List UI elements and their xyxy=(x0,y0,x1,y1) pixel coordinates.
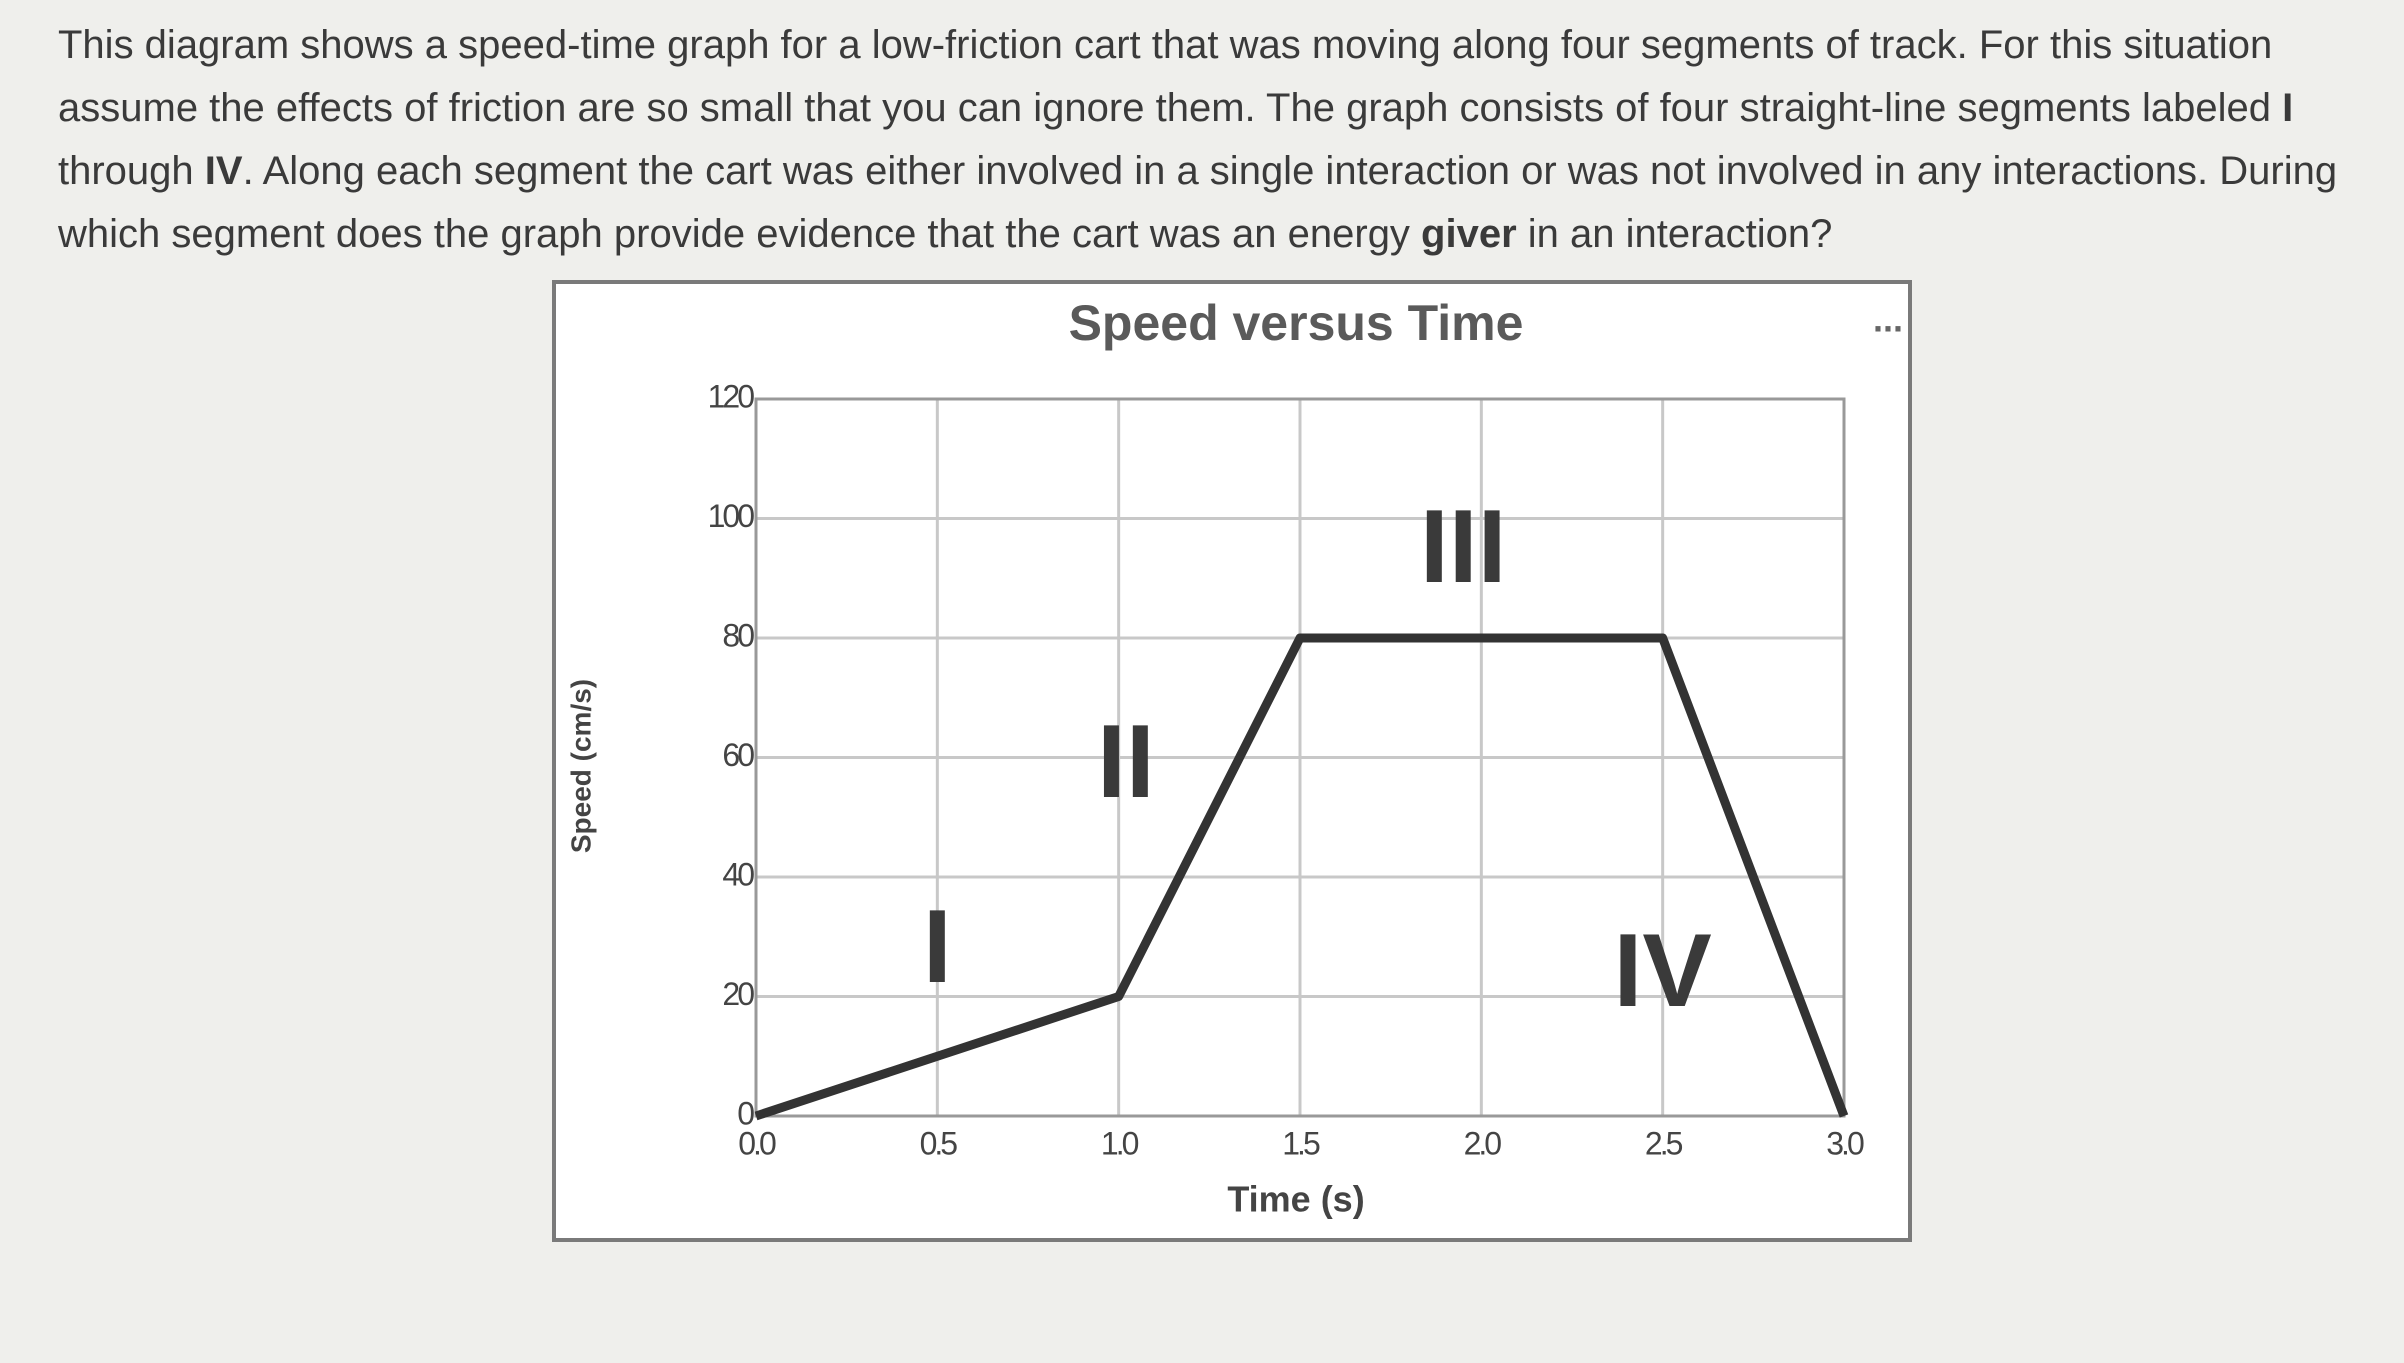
chart-frame xyxy=(552,280,1912,1242)
question-text: I xyxy=(2282,86,2294,130)
question-text: IV xyxy=(204,149,243,193)
question-text: This diagram shows a speed-time graph fo… xyxy=(58,23,2283,130)
question-text: . Along each segment the cart was either… xyxy=(58,149,2338,256)
segment-label: IV xyxy=(1614,913,1712,1029)
x-axis-label: Time (s) xyxy=(1227,1179,1364,1220)
y-tick-label: 20 xyxy=(722,976,754,1012)
y-tick-label: 80 xyxy=(722,617,754,653)
question-text: through xyxy=(58,149,205,193)
segment-label: II xyxy=(1097,704,1155,820)
x-tick-label: 1.0 xyxy=(1101,1125,1139,1161)
question-text: in an interaction? xyxy=(1516,212,1833,256)
y-tick-label: 40 xyxy=(722,856,754,892)
y-tick-label: 120 xyxy=(708,378,755,414)
segment-label: I xyxy=(923,889,952,1005)
y-axis-label: Speed (cm/s) xyxy=(565,679,596,853)
x-tick-label: 2.5 xyxy=(1645,1125,1683,1161)
question: This diagram shows a speed-time graph fo… xyxy=(58,14,2348,266)
x-tick-label: 3.0 xyxy=(1826,1125,1864,1161)
y-tick-label: 60 xyxy=(722,737,754,773)
question-text: giver xyxy=(1421,212,1517,256)
x-tick-label: 0.0 xyxy=(738,1125,776,1161)
y-tick-label: 100 xyxy=(708,498,755,534)
segment-label: III xyxy=(1420,489,1507,605)
menu-button[interactable]: ... xyxy=(1873,299,1903,340)
x-tick-label: 2.0 xyxy=(1464,1125,1502,1161)
plot-border xyxy=(754,397,1846,1118)
x-tick-label: 1.5 xyxy=(1282,1125,1320,1161)
speed-line xyxy=(754,633,1849,1121)
x-tick-label: 0.5 xyxy=(920,1125,958,1161)
chart-title: Speed versus Time xyxy=(1069,295,1524,351)
